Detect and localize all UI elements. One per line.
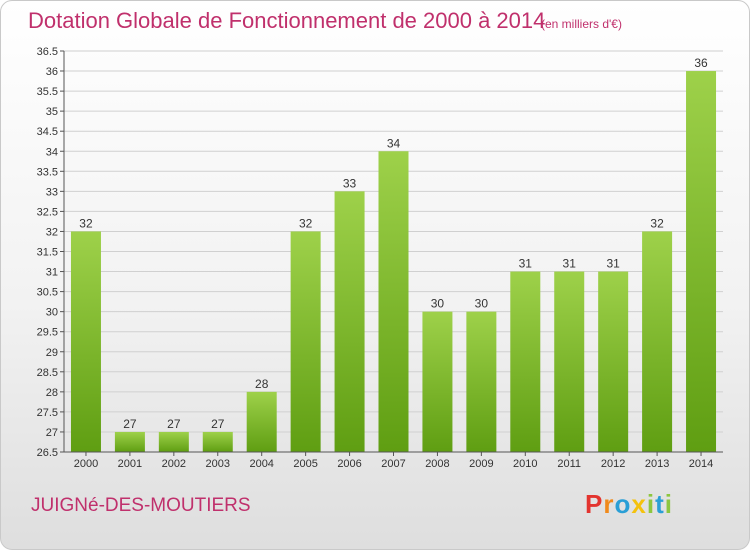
logo-letter: r <box>603 489 615 519</box>
y-tick-label: 29 <box>46 347 58 359</box>
x-tick-label: 2008 <box>425 458 449 470</box>
bar-2014 <box>686 71 717 453</box>
data-label: 28 <box>255 377 269 391</box>
bar-2011 <box>554 271 585 452</box>
bar-2010 <box>510 271 541 452</box>
y-tick-label: 35.5 <box>37 86 58 98</box>
x-tick-label: 2005 <box>293 458 317 470</box>
proxiti-logo[interactable]: Proxiti <box>585 489 673 520</box>
bar-2013 <box>642 231 673 452</box>
bar-2005 <box>290 231 321 452</box>
bar-2007 <box>378 151 409 452</box>
data-label: 31 <box>563 257 577 271</box>
y-tick-label: 35 <box>46 106 58 118</box>
y-tick-label: 33 <box>46 186 58 198</box>
data-label: 36 <box>694 56 708 70</box>
y-tick-label: 36 <box>46 66 58 78</box>
y-tick-label: 31.5 <box>37 247 58 259</box>
logo-letter: x <box>631 489 647 519</box>
y-tick-label: 33.5 <box>37 166 58 178</box>
axes: 26.5 27 27.5 28 28.5 29 29.5 30 30.5 31 31.5 32 32.5… <box>37 46 723 470</box>
commune-name: JUIGNé-DES-MOUTIERS <box>31 495 251 516</box>
y-tick-label: 31 <box>46 267 58 279</box>
bar-2002 <box>158 431 189 452</box>
x-tick-label: 2010 <box>513 458 537 470</box>
bar-2008 <box>422 311 453 452</box>
y-tick-label: 28 <box>46 387 58 399</box>
y-tick-label: 32.5 <box>37 206 58 218</box>
y-tick-label: 27 <box>46 427 58 439</box>
y-tick-label: 32 <box>46 226 58 238</box>
bar-2009 <box>466 311 497 452</box>
y-tick-label: 30.5 <box>37 287 58 299</box>
y-tick-label: 34 <box>46 146 58 158</box>
chart-subtitle: (en milliers d'€) <box>541 17 622 31</box>
y-tick-label: 28.5 <box>37 367 58 379</box>
data-label: 30 <box>431 297 445 311</box>
x-tick-label: 2011 <box>557 458 581 470</box>
x-tick-label: 2000 <box>74 458 98 470</box>
logo-letter: P <box>585 489 604 519</box>
logo-letter: o <box>614 489 632 519</box>
y-tick-label: 34.5 <box>37 126 58 138</box>
data-label: 32 <box>650 216 664 230</box>
x-tick-label: 2001 <box>118 458 142 470</box>
x-tick-label: 2013 <box>645 458 669 470</box>
bar-2000 <box>70 231 101 452</box>
data-label: 32 <box>299 216 313 230</box>
y-tick-label: 30 <box>46 307 58 319</box>
x-tick-label: 2014 <box>689 458 713 470</box>
bar-2006 <box>334 191 365 452</box>
bar-2001 <box>114 431 145 452</box>
data-label: 27 <box>211 417 225 431</box>
y-tick-label: 29.5 <box>37 327 58 339</box>
x-tick-label: 2002 <box>162 458 186 470</box>
x-tick-label: 2004 <box>249 458 273 470</box>
bar-2012 <box>598 271 629 452</box>
chart-title: Dotation Globale de Fonctionnement de 20… <box>28 8 546 33</box>
y-tick-label: 36.5 <box>37 46 58 58</box>
bar-2004 <box>246 391 277 452</box>
data-label: 32 <box>79 216 93 230</box>
data-label: 27 <box>167 417 181 431</box>
x-tick-label: 2012 <box>601 458 625 470</box>
y-tick-label: 26.5 <box>37 447 58 459</box>
data-label: 30 <box>475 297 489 311</box>
logo-letter: i <box>646 489 656 519</box>
bars: 32 27 27 27 28 32 33 34 30 30 31 31 31 32 36 <box>70 56 717 453</box>
data-label: 27 <box>123 417 137 431</box>
bar-2003 <box>202 431 233 452</box>
x-tick-label: 2003 <box>206 458 230 470</box>
logo-letter: t <box>655 489 665 519</box>
x-tick-label: 2006 <box>337 458 361 470</box>
y-tick-label: 27.5 <box>37 407 58 419</box>
data-label: 34 <box>387 136 401 150</box>
x-tick-label: 2009 <box>469 458 493 470</box>
data-label: 31 <box>519 257 533 271</box>
data-label: 33 <box>343 176 357 190</box>
x-tick-label: 2007 <box>381 458 405 470</box>
logo-letter: i <box>664 489 673 519</box>
data-label: 31 <box>606 257 620 271</box>
